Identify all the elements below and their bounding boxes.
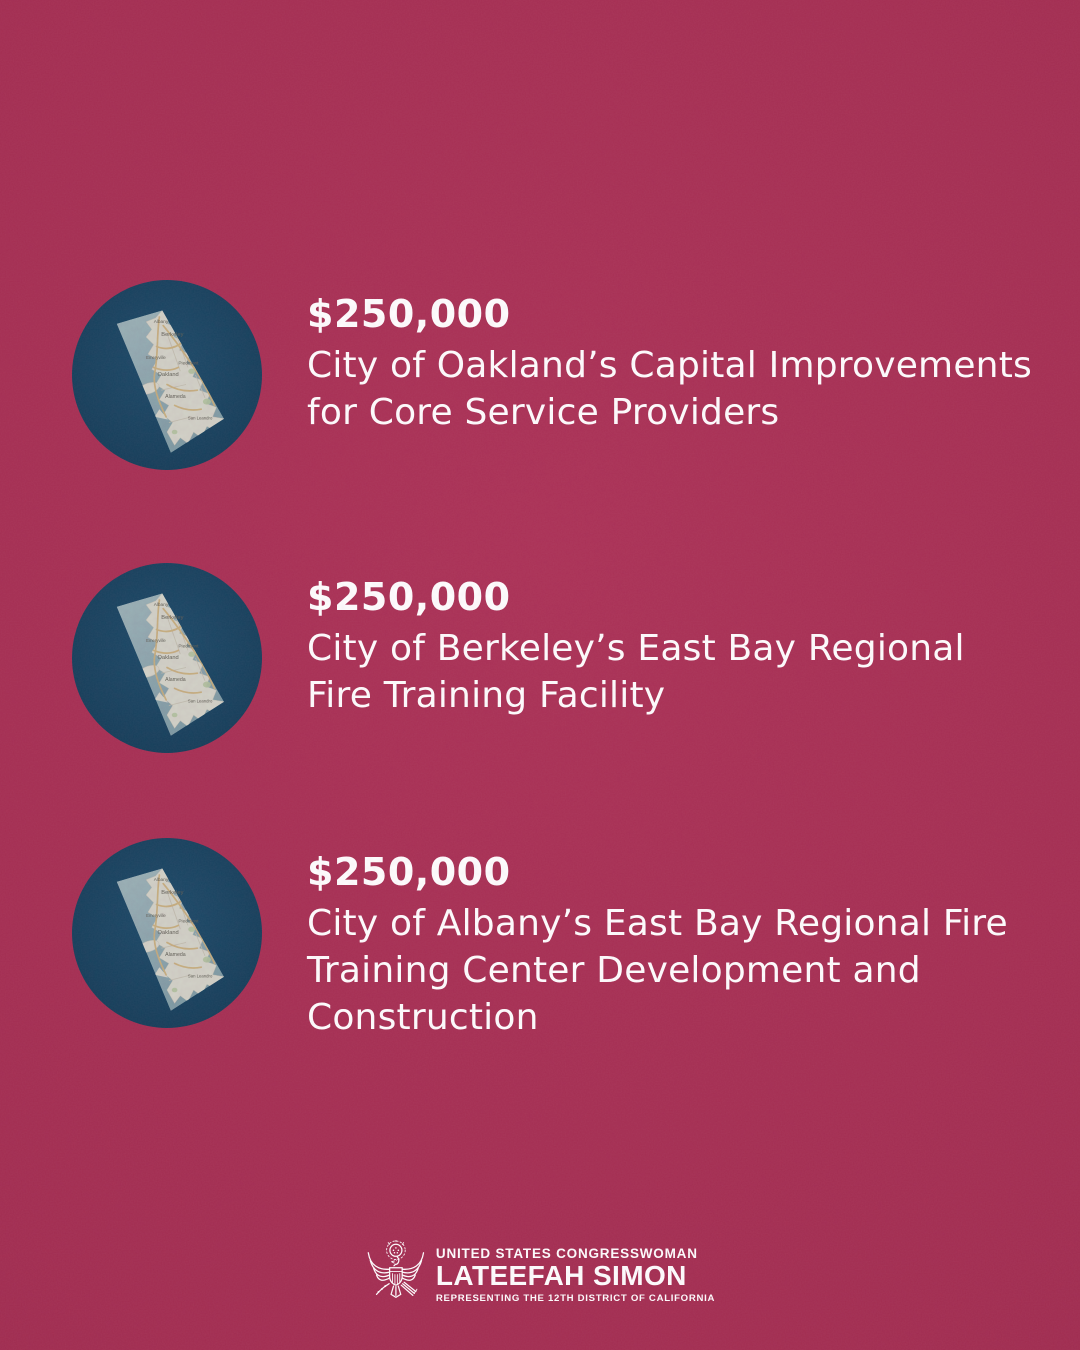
footer-tagline: REPRESENTING THE 12TH DISTRICT OF CALIFO… bbox=[435, 1292, 716, 1304]
eagle-seal-icon bbox=[367, 1240, 425, 1298]
grant-text-block: $250,000 City of Berkeley’s East Bay Reg… bbox=[307, 563, 965, 719]
district-map-icon bbox=[72, 280, 262, 470]
footer-name: LATEEFAH SIMON bbox=[435, 1260, 687, 1292]
grant-amount: $250,000 bbox=[307, 850, 511, 894]
footer-eyebrow: UNITED STATES CONGRESSWOMAN bbox=[435, 1246, 698, 1262]
grant-title: City of Oakland’s Capital Improvements f… bbox=[307, 344, 1032, 433]
grant-item-oakland: $250,000 City of Oakland’s Capital Impro… bbox=[72, 280, 1032, 470]
grant-item-albany: $250,000 City of Albany’s East Bay Regio… bbox=[72, 838, 1008, 1041]
grant-text-block: $250,000 City of Oakland’s Capital Impro… bbox=[307, 280, 1032, 436]
footer-logo: UNITED STATES CONGRESSWOMAN LATEEFAH SIM… bbox=[365, 1240, 715, 1310]
grant-text-block: $250,000 City of Albany’s East Bay Regio… bbox=[307, 838, 1008, 1041]
grant-item-berkeley: $250,000 City of Berkeley’s East Bay Reg… bbox=[72, 563, 965, 753]
footer-text-block: UNITED STATES CONGRESSWOMAN LATEEFAH SIM… bbox=[436, 1246, 715, 1303]
district-map-icon bbox=[72, 838, 262, 1028]
grant-amount: $250,000 bbox=[307, 575, 511, 619]
grant-title: City of Albany’s East Bay Regional Fire … bbox=[307, 902, 1008, 1038]
grant-title: City of Berkeley’s East Bay Regional Fir… bbox=[307, 627, 965, 716]
grant-amount: $250,000 bbox=[307, 292, 511, 336]
district-map-icon bbox=[72, 563, 262, 753]
